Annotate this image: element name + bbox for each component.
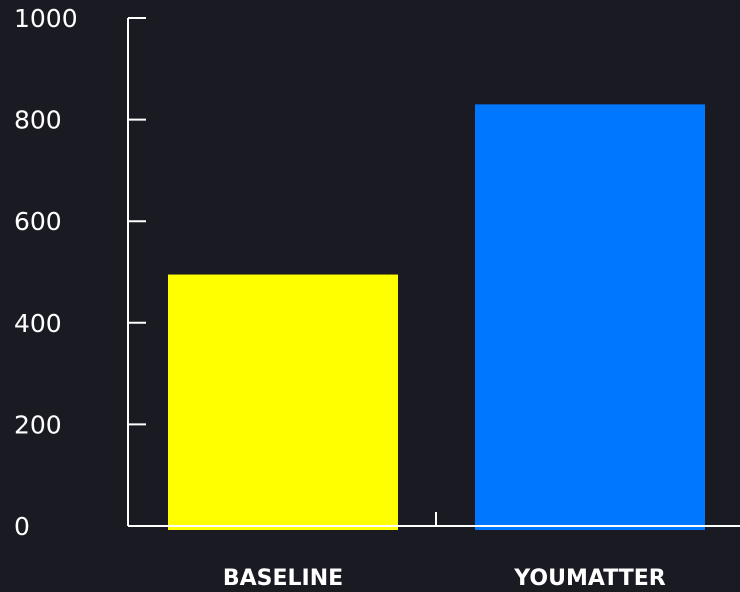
bars-group	[168, 104, 705, 531]
y-tick-label: 1000	[14, 4, 78, 33]
bar-youmatter	[475, 104, 705, 531]
x-category-label: YOUMATTER	[513, 566, 665, 591]
axes-group	[127, 18, 740, 527]
bar-baseline	[168, 274, 398, 530]
y-axis-ticks: 0 200 400 600 800 1000	[14, 4, 146, 541]
x-category-label: BASELINE	[223, 566, 343, 591]
y-tick-label: 400	[14, 309, 62, 338]
y-tick-label: 800	[14, 106, 62, 135]
x-axis-labels: BASELINE YOUMATTER	[223, 566, 666, 591]
y-tick-label: 200	[14, 410, 62, 439]
y-tick-label: 0	[14, 512, 30, 541]
y-tick-label: 600	[14, 207, 62, 236]
